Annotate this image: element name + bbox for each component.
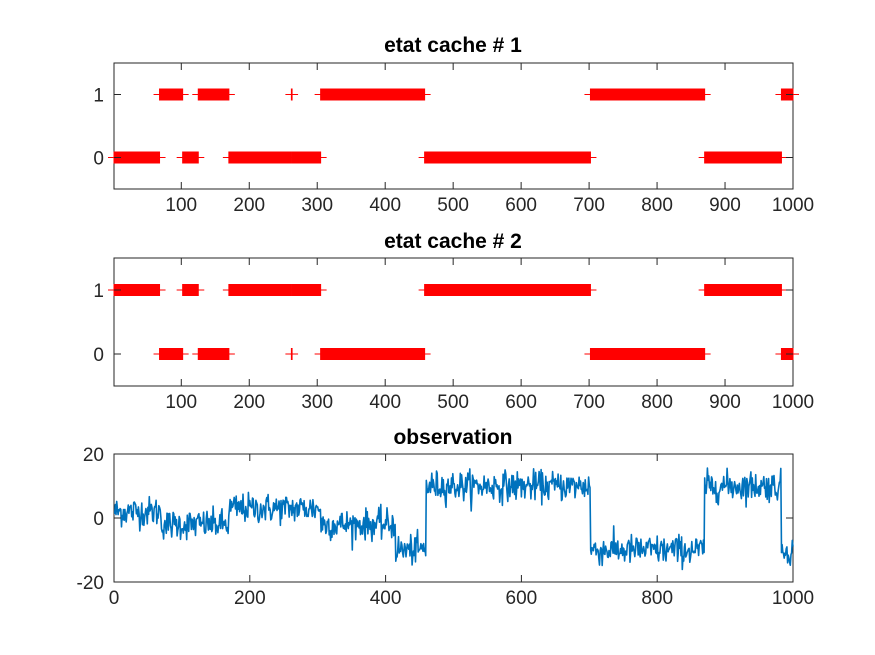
y-tick-label: 0 (93, 345, 104, 366)
subplot-title: etat cache # 2 (384, 230, 522, 253)
x-tick-label: 200 (234, 588, 266, 609)
y-tick-label: 0 (93, 149, 104, 170)
x-tick-label: 900 (709, 392, 741, 413)
axis-ticks: 100 200 300 400 500 600 700 800 900 1000 0 1 (93, 258, 814, 413)
subplot-title: observation (393, 426, 512, 449)
y-tick-label: 0 (93, 509, 104, 530)
x-tick-label: 200 (233, 195, 265, 216)
state-segment (584, 88, 711, 101)
x-tick-label: 800 (641, 195, 673, 216)
subplot-title: etat cache # 1 (384, 34, 522, 57)
state-segment (176, 284, 205, 296)
observation-series-line (113, 467, 794, 571)
x-tick-label: 300 (301, 195, 333, 216)
x-tick-label: 100 (165, 195, 197, 216)
state-marks (108, 284, 799, 360)
x-tick-label: 200 (233, 392, 265, 413)
x-tick-label: 400 (370, 588, 402, 609)
state-segment (584, 348, 711, 360)
x-tick-label: 600 (506, 588, 538, 609)
axes-box (113, 257, 794, 387)
x-tick-label: 400 (369, 392, 401, 413)
x-tick-label: 0 (109, 588, 120, 609)
x-tick-label: 600 (505, 392, 537, 413)
x-tick-label: 1000 (772, 588, 814, 609)
x-tick-label: 1000 (772, 392, 814, 413)
state-segment (176, 151, 205, 164)
state-segment (314, 348, 431, 360)
x-tick-label: 700 (573, 392, 605, 413)
subplot-etat-cache-2: etat cache # 2 100 200 300 400 500 600 700 800 9… (93, 230, 814, 413)
state-segment (286, 284, 327, 296)
x-tick-label: 500 (437, 195, 469, 216)
state-segment (698, 151, 788, 164)
axes-box (113, 453, 794, 583)
state-segment (314, 88, 431, 101)
state-segment (285, 88, 299, 101)
x-tick-label: 500 (437, 392, 469, 413)
state-segment (192, 88, 235, 101)
y-tick-label: 1 (93, 281, 104, 302)
state-segment (698, 284, 788, 296)
x-tick-label: 1000 (772, 195, 814, 216)
y-tick-label: 1 (93, 86, 104, 107)
subplot-etat-cache-1: etat cache # 1 100 200 300 400 500 600 700 800 9… (93, 34, 814, 216)
y-tick-label: 20 (83, 445, 104, 466)
axis-ticks: 100 200 300 400 500 600 700 800 900 1000 0 1 (93, 63, 814, 216)
x-tick-label: 800 (641, 588, 673, 609)
x-tick-label: 700 (573, 195, 605, 216)
state-marks (108, 88, 799, 164)
x-tick-label: 100 (165, 392, 197, 413)
observation-line (113, 467, 794, 571)
state-segment (418, 284, 597, 296)
x-tick-label: 800 (641, 392, 673, 413)
state-segment (285, 348, 299, 360)
x-tick-label: 600 (505, 195, 537, 216)
state-segment (153, 88, 189, 101)
state-segment (418, 151, 597, 164)
axes-box (113, 62, 794, 190)
y-tick-label: -20 (77, 573, 104, 594)
state-segment (192, 348, 235, 360)
x-tick-label: 300 (301, 392, 333, 413)
state-segment (286, 151, 327, 164)
state-segment (153, 348, 189, 360)
x-tick-label: 900 (709, 195, 741, 216)
x-tick-label: 400 (369, 195, 401, 216)
